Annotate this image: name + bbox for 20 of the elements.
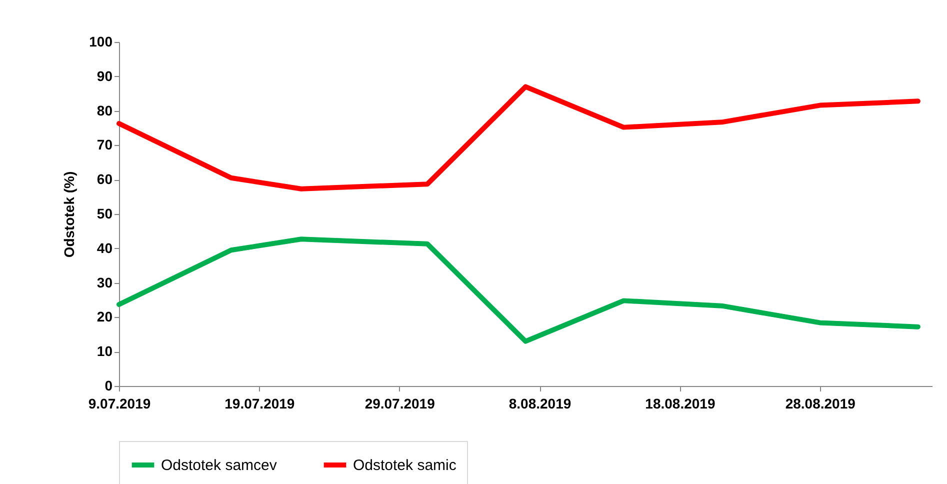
y-tick-label: 70	[96, 136, 113, 153]
y-tick-label: 40	[96, 240, 113, 256]
y-axis-title: Odstotek (%)	[61, 171, 78, 258]
y-tick-label: 60	[96, 171, 113, 188]
x-tick-label: 28.08.2019	[785, 396, 856, 412]
y-tick-label: 50	[96, 206, 113, 222]
legend-label: Odstotek samcev	[161, 457, 278, 474]
y-tick-label: 90	[96, 68, 113, 84]
y-tick-label: 20	[96, 308, 113, 325]
y-tick-label: 100	[89, 34, 113, 50]
x-tick-label: 18.08.2019	[645, 396, 716, 412]
x-tick-label: 9.07.2019	[88, 396, 151, 412]
x-tick-label: 29.07.2019	[364, 396, 436, 412]
x-tick-label: 8.08.2019	[508, 396, 572, 412]
legend-label: Odstotek samic	[353, 457, 457, 474]
y-tick-label: 30	[96, 274, 113, 290]
x-tick-label: 19.07.2019	[224, 396, 295, 412]
y-tick-label: 10	[96, 343, 113, 360]
y-tick-label: 0	[104, 378, 113, 394]
y-tick-label: 80	[96, 102, 113, 118]
